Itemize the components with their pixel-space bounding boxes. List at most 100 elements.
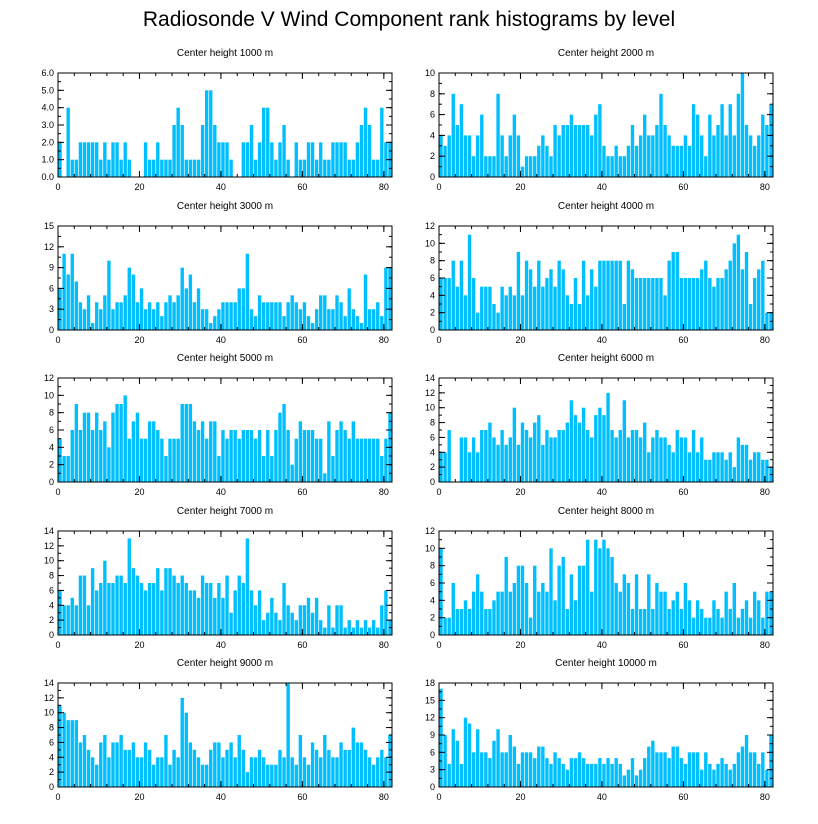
histogram-bar <box>651 437 655 482</box>
histogram-bar <box>160 757 164 787</box>
histogram-bar <box>687 752 692 787</box>
x-tick-label: 80 <box>379 335 389 345</box>
histogram-bar <box>769 591 773 635</box>
histogram-bar <box>598 548 602 635</box>
histogram-bar <box>225 749 229 787</box>
x-tick-label: 20 <box>134 640 144 650</box>
histogram-bar <box>602 145 606 177</box>
histogram-bar <box>253 316 258 330</box>
x-tick-label: 20 <box>515 640 525 650</box>
histogram-bar <box>752 591 757 635</box>
histogram-bar <box>765 591 769 635</box>
histogram-bar <box>192 749 197 787</box>
y-tick-label: 15 <box>425 695 435 705</box>
x-tick-label: 40 <box>597 182 607 192</box>
histogram-bar <box>545 591 549 635</box>
histogram-bar <box>233 757 237 787</box>
histogram-bar <box>647 574 651 635</box>
histogram-bar <box>443 278 447 330</box>
histogram-bar <box>736 752 741 787</box>
histogram-bar <box>683 437 688 482</box>
histogram-bar <box>687 145 692 177</box>
y-tick-label: 4 <box>49 600 54 610</box>
histogram-bar <box>168 568 172 635</box>
y-tick-label: 0 <box>49 477 54 487</box>
histogram-bar <box>335 142 339 177</box>
histogram-bar <box>557 135 561 177</box>
histogram-bar <box>537 415 541 482</box>
histogram-bar <box>520 752 525 787</box>
histogram-bar <box>708 114 712 177</box>
histogram-bar <box>610 156 614 177</box>
histogram-bar <box>476 729 480 787</box>
histogram-bar <box>663 125 667 177</box>
histogram-bar <box>209 90 213 177</box>
y-tick-label: 2 <box>49 767 54 777</box>
y-tick-label: 9 <box>49 263 54 273</box>
histogram-bar <box>655 752 659 787</box>
histogram-bar <box>630 430 635 482</box>
histogram-bar <box>213 597 217 635</box>
histogram-bar <box>447 617 451 635</box>
histogram-bar <box>573 125 578 177</box>
histogram-bar <box>107 260 111 330</box>
histogram-bar <box>643 114 647 177</box>
x-tick-label: 0 <box>436 640 441 650</box>
histogram-bar <box>327 309 331 330</box>
y-tick-label: 8 <box>49 723 54 733</box>
histogram-bar <box>270 764 274 787</box>
x-tick-label: 20 <box>134 335 144 345</box>
histogram-bar <box>463 295 468 330</box>
x-tick-label: 60 <box>678 640 688 650</box>
histogram-bar <box>581 407 586 482</box>
histogram-bar <box>282 757 286 787</box>
histogram-bar <box>695 278 700 330</box>
y-tick-label: 10 <box>44 556 54 566</box>
histogram-bar <box>209 749 213 787</box>
histogram-bar <box>638 278 643 330</box>
histogram-bar <box>376 302 380 330</box>
histogram-bar <box>367 309 372 330</box>
histogram-bar <box>484 609 488 635</box>
histogram-bar <box>74 281 79 330</box>
x-tick-label: 60 <box>678 182 688 192</box>
histogram-bar <box>306 316 311 330</box>
histogram-bar <box>724 135 728 177</box>
histogram-bar <box>107 447 111 482</box>
histogram-bar <box>314 749 319 787</box>
y-tick-label: 6 <box>49 283 54 293</box>
histogram-bar <box>638 769 643 787</box>
histogram-bar <box>262 757 266 787</box>
histogram-bar <box>504 295 508 330</box>
histogram-bar <box>111 583 115 635</box>
histogram-bar <box>168 764 172 787</box>
histogram-bar <box>229 159 233 177</box>
histogram-bar <box>363 749 368 787</box>
histogram-bar <box>630 269 635 330</box>
histogram-bar <box>630 609 635 635</box>
histogram-bar <box>99 159 103 177</box>
histogram-bar <box>504 752 508 787</box>
histogram-bar <box>331 309 335 330</box>
histogram-bar <box>512 583 517 635</box>
histogram-bar <box>323 735 327 787</box>
histogram-bar <box>606 156 610 177</box>
histogram-bar <box>520 295 525 330</box>
histogram-bar <box>569 304 574 330</box>
histogram-bar <box>553 286 557 330</box>
histogram-bar <box>537 145 541 177</box>
histogram-bar <box>143 438 148 482</box>
histogram-bar <box>716 609 720 635</box>
histogram-bar <box>590 763 594 787</box>
histogram-bar <box>172 125 176 177</box>
histogram-bar <box>545 430 549 482</box>
histogram-bar <box>147 583 152 635</box>
histogram-bar <box>290 295 294 330</box>
histogram-bar <box>447 763 451 787</box>
histogram-bar <box>367 125 372 177</box>
histogram-bar <box>691 278 696 330</box>
histogram-bar <box>744 735 749 787</box>
histogram-bar <box>192 421 197 482</box>
histogram-bar <box>355 742 360 787</box>
histogram-bar <box>233 302 237 330</box>
